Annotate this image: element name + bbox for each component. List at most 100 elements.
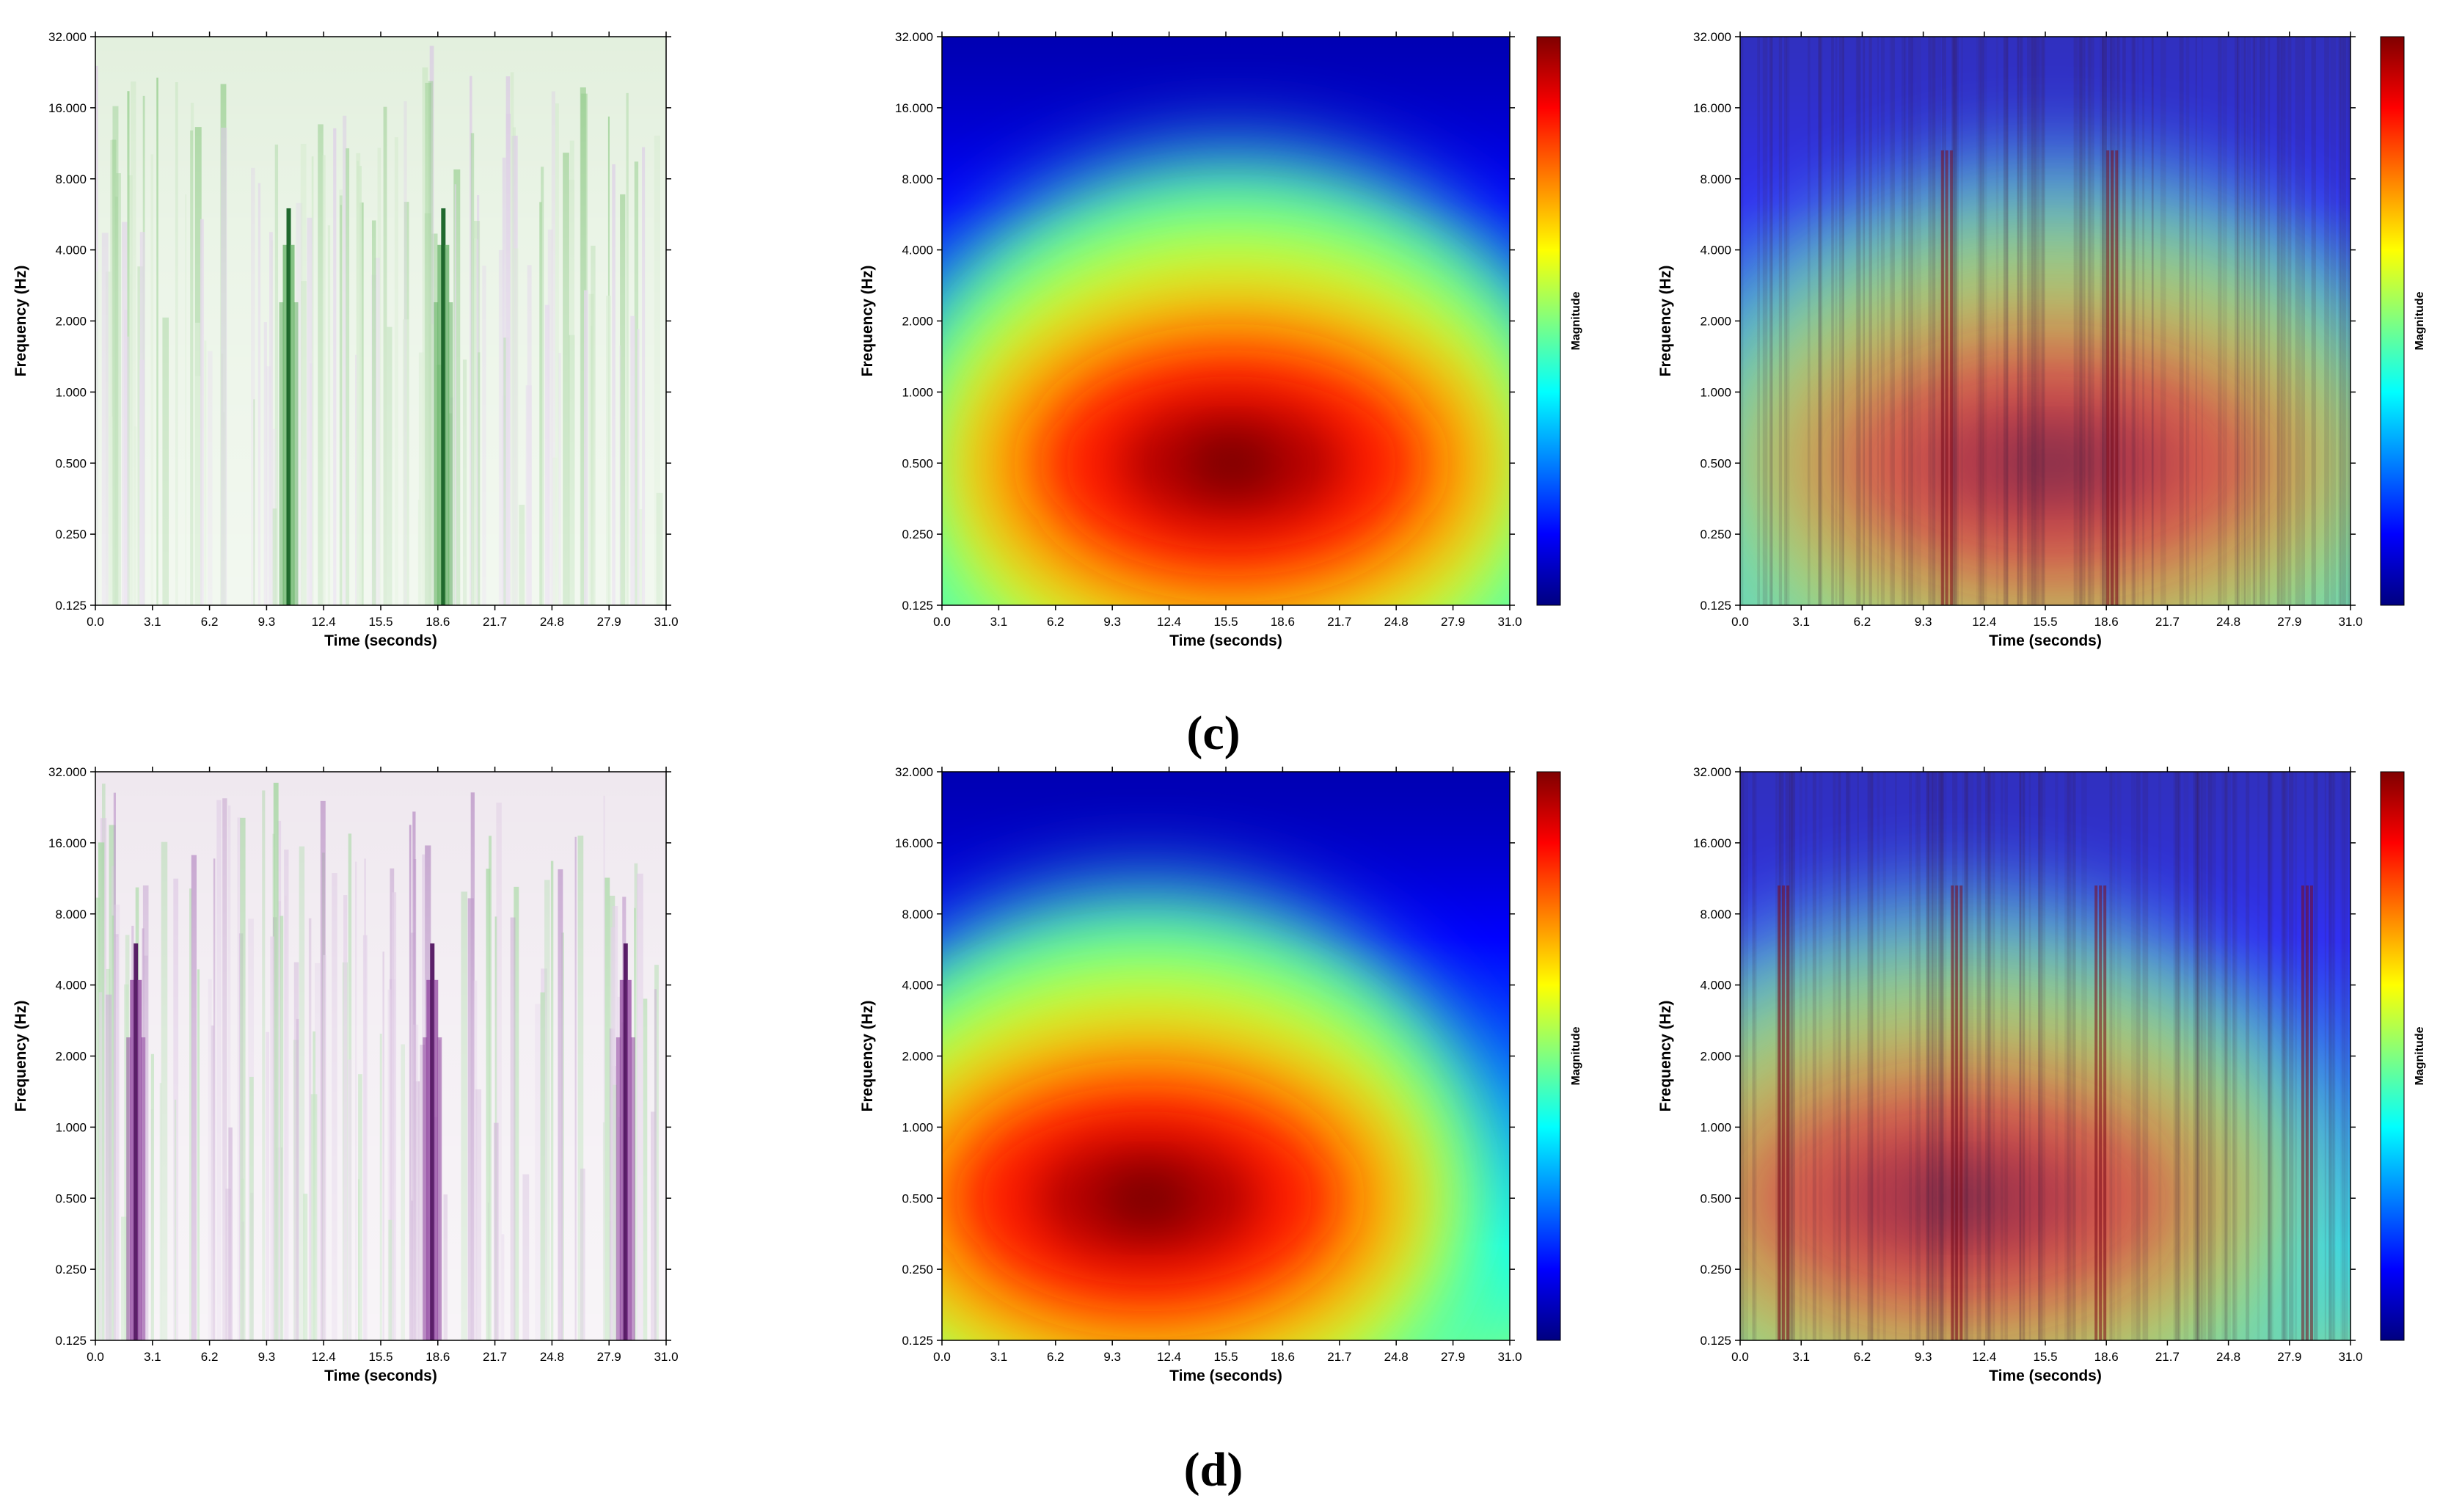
overlay-streak <box>2017 37 2020 605</box>
overlay-streak <box>1926 772 1929 1340</box>
x-tick-label: 18.6 <box>425 1350 450 1364</box>
x-tick-label: 3.1 <box>144 1350 161 1364</box>
overlay-streak <box>2038 772 2041 1340</box>
y-axis-title: Frequency (Hz) <box>859 1001 876 1112</box>
x-tick-label: 15.5 <box>368 615 392 629</box>
overlay-streak <box>2107 37 2112 605</box>
y-tick-label: 2.000 <box>902 1050 933 1064</box>
overlay-streak <box>2022 772 2026 1340</box>
overlay-streak <box>2221 772 2224 1340</box>
x-tick-label: 31.0 <box>2338 1350 2362 1364</box>
overlay-streak <box>1882 772 1886 1340</box>
chart-d-mid: Magnitude 0.0 3.1 6.2 9.3 12.4 15.5 18.6 21.7 24.… <box>859 765 1582 1384</box>
overlay-streak <box>2247 37 2251 605</box>
y-tick-label: 0.125 <box>1700 1334 1731 1348</box>
overlay-streak <box>2286 772 2288 1340</box>
x-tick-label: 12.4 <box>1972 615 1996 629</box>
overlay-streak <box>2004 772 2008 1340</box>
y-tick-label: 1.000 <box>55 385 87 399</box>
overlay-streak <box>1995 37 1999 605</box>
overlay-streak <box>2195 772 2200 1340</box>
overlay-streak <box>2207 772 2212 1340</box>
overlay-streak <box>2313 772 2318 1340</box>
x-tick-label: 9.3 <box>1103 1350 1121 1364</box>
overlay-streak <box>2055 772 2059 1340</box>
heat-contour <box>2002 434 2100 492</box>
overlay-streak <box>2311 37 2316 605</box>
overlay-streak <box>2173 772 2180 1340</box>
x-tick-label: 6.2 <box>201 615 219 629</box>
y-tick-label: 0.125 <box>1700 599 1731 613</box>
overlay-streak <box>2078 37 2083 605</box>
y-tick-label: 4.000 <box>55 244 87 258</box>
overlay-streak <box>2179 37 2184 605</box>
overlay-streak <box>2268 772 2271 1340</box>
overlay-streak <box>2023 772 2026 1340</box>
overlay-streak <box>2122 37 2126 605</box>
overlay-streak <box>2228 772 2232 1340</box>
overlay-streak <box>2237 37 2239 605</box>
overlay-streak <box>1937 37 1941 605</box>
x-tick-label: 12.4 <box>312 615 336 629</box>
wavelet-event <box>445 244 450 605</box>
overlay-streak <box>2000 772 2003 1340</box>
y-tick-label: 16.000 <box>48 836 87 850</box>
overlay-streak <box>1964 772 1968 1340</box>
x-tick-label: 0.0 <box>1731 615 1749 629</box>
overlay-streak <box>1786 37 1790 605</box>
x-tick-label: 6.2 <box>1047 615 1064 629</box>
y-tick-label: 4.000 <box>902 244 933 258</box>
y-tick-label: 4.000 <box>1700 979 1731 993</box>
colorbar <box>2380 36 2405 606</box>
plot-area <box>942 37 1510 605</box>
y-tick-label: 2.000 <box>1700 1050 1731 1064</box>
overlay-streak <box>1955 37 1959 605</box>
x-tick-label: 3.1 <box>1792 615 1810 629</box>
overlay-streak <box>2282 37 2284 605</box>
overlay-streak <box>1784 37 1788 605</box>
overlay-streak <box>2196 772 2203 1340</box>
overlay-streak <box>2343 772 2348 1340</box>
y-tick-label: 4.000 <box>902 979 933 993</box>
overlay-streak <box>2301 37 2305 605</box>
overlay-streak <box>1742 772 1748 1340</box>
overlay-event <box>2301 885 2304 1340</box>
overlay-streak <box>2033 37 2037 605</box>
x-tick-label: 21.7 <box>2155 615 2180 629</box>
overlay-streak <box>2102 37 2108 605</box>
overlay-streak <box>2314 772 2317 1340</box>
wavelet-event <box>286 208 291 605</box>
y-axis-title: Frequency (Hz) <box>1657 1001 1674 1112</box>
heat-contour <box>1101 1169 1193 1227</box>
overlay-streak <box>2243 37 2247 605</box>
overlay-streak <box>1908 37 1913 605</box>
overlay-streak <box>2102 37 2107 605</box>
colorbar-label: Magnitude <box>2414 1026 2426 1085</box>
overlay-streak <box>1953 37 1957 605</box>
overlay-streak <box>1952 772 1958 1340</box>
x-tick-label: 9.3 <box>1915 615 1932 629</box>
overlay-streak <box>2287 37 2292 605</box>
overlay-streak <box>2136 772 2141 1340</box>
x-tick-label: 24.8 <box>540 615 564 629</box>
overlay-streak <box>2284 772 2287 1340</box>
fade-overlay <box>95 772 666 1340</box>
y-tick-label: 0.500 <box>55 1191 87 1205</box>
x-tick-label: 21.7 <box>1327 1350 1351 1364</box>
wavelet-event <box>437 1037 442 1340</box>
wavelet-event <box>623 943 628 1340</box>
overlay-streak <box>1819 772 1823 1340</box>
y-tick-label: 32.000 <box>1693 30 1731 44</box>
overlay-streak <box>2329 772 2332 1340</box>
overlay-streak <box>2079 37 2085 605</box>
overlay-streak <box>2160 37 2166 605</box>
y-tick-label: 2.000 <box>902 315 933 329</box>
overlay-streak <box>1895 772 1897 1340</box>
overlay-streak <box>2040 37 2045 605</box>
wavelet-event <box>441 208 446 605</box>
x-tick-label: 15.5 <box>1213 615 1238 629</box>
y-axis-title: Frequency (Hz) <box>859 266 876 377</box>
x-tick-label: 18.6 <box>2094 1350 2119 1364</box>
overlay-streak <box>1869 37 1872 605</box>
y-tick-label: 8.000 <box>902 907 933 921</box>
